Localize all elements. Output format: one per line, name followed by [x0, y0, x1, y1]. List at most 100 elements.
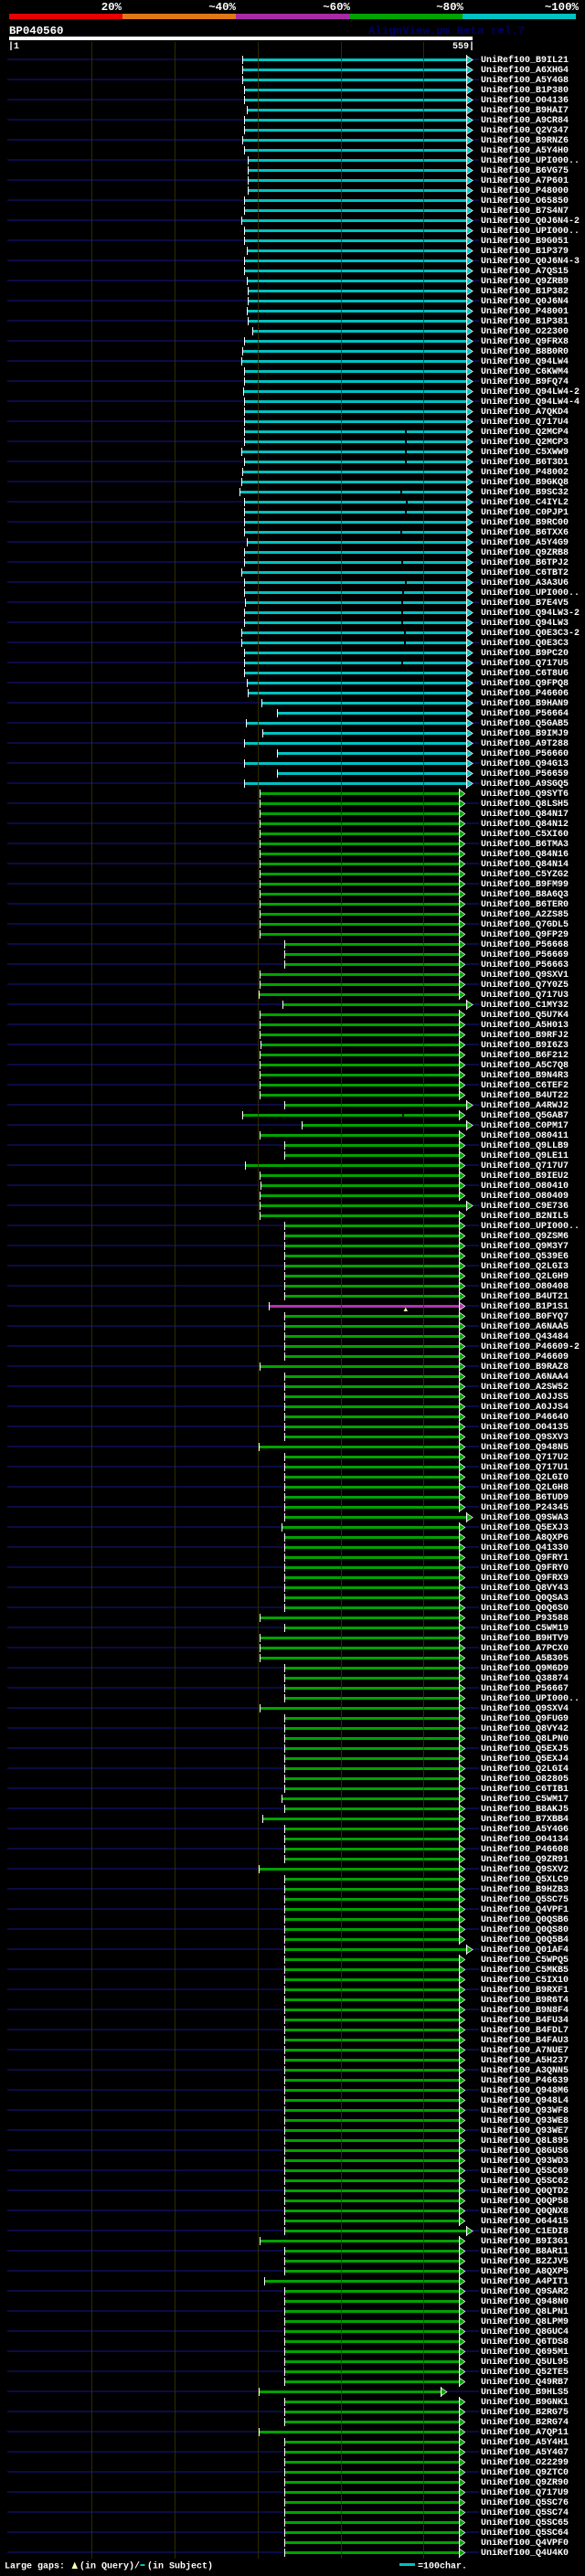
- svg-text:UniRef100_B9HLS5: UniRef100_B9HLS5: [481, 2387, 569, 2398]
- svg-text:UniRef100_C6TIB1: UniRef100_C6TIB1: [481, 1784, 569, 1795]
- svg-text:UniRef100_Q717U7: UniRef100_Q717U7: [481, 1161, 569, 1171]
- svg-text:UniRef100_Q93WD3: UniRef100_Q93WD3: [481, 2156, 569, 2167]
- svg-text:UniRef100_B7E4V5: UniRef100_B7E4V5: [481, 598, 569, 609]
- svg-text:UniRef100_Q94LW4-4: UniRef100_Q94LW4-4: [481, 397, 580, 408]
- svg-text:UniRef100_Q717U5: UniRef100_Q717U5: [481, 658, 569, 669]
- svg-text:UniRef100_B1P381: UniRef100_B1P381: [481, 316, 569, 327]
- svg-text:UniRef100_Q94G13: UniRef100_Q94G13: [481, 758, 569, 769]
- svg-text:UniRef100_B6TPJ2: UniRef100_B6TPJ2: [481, 557, 569, 568]
- svg-text:UniRef100_P48000: UniRef100_P48000: [481, 186, 569, 196]
- svg-text:UniRef100_Q9SXV4: UniRef100_Q9SXV4: [481, 1703, 569, 1714]
- svg-text:~60%: ~60%: [323, 1, 350, 14]
- svg-text:UniRef100_B9FM99: UniRef100_B9FM99: [481, 879, 569, 890]
- svg-text:UniRef100_C1EDI8: UniRef100_C1EDI8: [481, 2226, 569, 2237]
- svg-text:=100char.: =100char.: [418, 2561, 467, 2572]
- svg-text:UniRef100_B4FDL7: UniRef100_B4FDL7: [481, 2025, 569, 2036]
- svg-text:UniRef100_A9CR84: UniRef100_A9CR84: [481, 115, 569, 126]
- svg-text:UniRef100_B9RNZ6: UniRef100_B9RNZ6: [481, 135, 569, 146]
- svg-text:BP040560: BP040560: [9, 25, 64, 37]
- svg-text:UniRef100_A2SW52: UniRef100_A2SW52: [481, 1382, 569, 1393]
- svg-text:UniRef100_B2NIL5: UniRef100_B2NIL5: [481, 1211, 569, 1222]
- svg-text:UniRef100_Q01AF4: UniRef100_Q01AF4: [481, 1945, 569, 1956]
- svg-text:UniRef100_Q539E6: UniRef100_Q539E6: [481, 1251, 569, 1262]
- svg-text:UniRef100_B6VG75: UniRef100_B6VG75: [481, 165, 569, 176]
- svg-text:UniRef100_A5Y4H0: UniRef100_A5Y4H0: [481, 145, 569, 156]
- svg-text:UniRef100_B2RG74: UniRef100_B2RG74: [481, 2417, 569, 2428]
- svg-text:UniRef100_Q6TDS8: UniRef100_Q6TDS8: [481, 2337, 569, 2348]
- svg-text:UniRef100_O04135: UniRef100_O04135: [481, 1422, 569, 1433]
- svg-text:UniRef100_Q9ZRB8: UniRef100_Q9ZRB8: [481, 547, 569, 558]
- svg-text:UniRef100_Q84N14: UniRef100_Q84N14: [481, 859, 569, 870]
- svg-text:UniRef100_A7QP11: UniRef100_A7QP11: [481, 2427, 569, 2438]
- svg-text:UniRef100_C0PM17: UniRef100_C0PM17: [481, 1120, 569, 1131]
- svg-text:UniRef100_A5B305: UniRef100_A5B305: [481, 1653, 569, 1664]
- svg-text:UniRef100_Q9ZRB9: UniRef100_Q9ZRB9: [481, 276, 569, 287]
- svg-text:UniRef100_A0JJS5: UniRef100_A0JJS5: [481, 1392, 569, 1403]
- svg-text:UniRef100_Q5GAB7: UniRef100_Q5GAB7: [481, 1110, 569, 1121]
- svg-text:UniRef100_B6T3D1: UniRef100_B6T3D1: [481, 457, 569, 468]
- svg-text:UniRef100_Q8LPN1: UniRef100_Q8LPN1: [481, 2306, 569, 2317]
- svg-text:UniRef100_Q9SAR2: UniRef100_Q9SAR2: [481, 2286, 569, 2297]
- svg-text:UniRef100_Q5SC64: UniRef100_Q5SC64: [481, 2528, 569, 2539]
- svg-text:UniRef100_UPI000..: UniRef100_UPI000..: [481, 155, 580, 166]
- svg-text:UniRef100_B9SC32: UniRef100_B9SC32: [481, 487, 569, 498]
- svg-text:UniRef100_Q8GUS6: UniRef100_Q8GUS6: [481, 2146, 569, 2157]
- svg-text:UniRef100_B9I3G1: UniRef100_B9I3G1: [481, 2236, 569, 2247]
- svg-text:UniRef100_Q0E3C3: UniRef100_Q0E3C3: [481, 638, 569, 649]
- svg-text:UniRef100_P46640: UniRef100_P46640: [481, 1412, 569, 1423]
- svg-text:UniRef100_Q0J6N4-2: UniRef100_Q0J6N4-2: [481, 216, 580, 227]
- svg-text:UniRef100_B9G051: UniRef100_B9G051: [481, 236, 569, 247]
- svg-text:UniRef100_P46639: UniRef100_P46639: [481, 2075, 569, 2086]
- svg-text:UniRef100_Q4VPF1: UniRef100_Q4VPF1: [481, 1904, 569, 1915]
- svg-text:UniRef100_Q2LGI0: UniRef100_Q2LGI0: [481, 1472, 569, 1483]
- svg-text:UniRef100_Q2MCP4: UniRef100_Q2MCP4: [481, 427, 569, 438]
- svg-text:UniRef100_B9IL21: UniRef100_B9IL21: [481, 55, 569, 66]
- svg-text:UniRef100_B8AKJ5: UniRef100_B8AKJ5: [481, 1804, 569, 1815]
- svg-text:UniRef100_B6F212: UniRef100_B6F212: [481, 1050, 569, 1061]
- svg-text:UniRef100_Q5SC62: UniRef100_Q5SC62: [481, 2176, 569, 2187]
- svg-text:UniRef100_C9E736: UniRef100_C9E736: [481, 1201, 569, 1212]
- svg-text:UniRef100_C4IYL2: UniRef100_C4IYL2: [481, 497, 569, 508]
- svg-text:UniRef100_Q5XLC9: UniRef100_Q5XLC9: [481, 1874, 569, 1885]
- svg-text:UniRef100_Q8LPM9: UniRef100_Q8LPM9: [481, 2316, 569, 2327]
- svg-text:UniRef100_B6TXX6: UniRef100_B6TXX6: [481, 527, 569, 538]
- svg-text:Large gaps:: Large gaps:: [5, 2562, 65, 2572]
- svg-text:UniRef100_B9PC20: UniRef100_B9PC20: [481, 648, 569, 659]
- svg-text:UniRef100_Q5U7K4: UniRef100_Q5U7K4: [481, 1010, 569, 1021]
- svg-text:UniRef100_UPI000..: UniRef100_UPI000..: [481, 226, 580, 237]
- svg-text:UniRef100_A5Y4H1: UniRef100_A5Y4H1: [481, 2437, 569, 2448]
- svg-text:UniRef100_Q5EXJ3: UniRef100_Q5EXJ3: [481, 1522, 569, 1533]
- svg-text:UniRef100_B6TUD9: UniRef100_B6TUD9: [481, 1492, 569, 1503]
- svg-text:UniRef100_Q9SYT6: UniRef100_Q9SYT6: [481, 789, 569, 800]
- svg-text:UniRef100_A5Y4G9: UniRef100_A5Y4G9: [481, 537, 569, 548]
- svg-text:UniRef100_B6TER0: UniRef100_B6TER0: [481, 899, 569, 910]
- svg-text:UniRef100_A5H013: UniRef100_A5H013: [481, 1020, 569, 1031]
- svg-text:UniRef100_P46609: UniRef100_P46609: [481, 1352, 569, 1362]
- svg-text:UniRef100_O04134: UniRef100_O04134: [481, 1834, 569, 1845]
- svg-text:UniRef100_B4UT22: UniRef100_B4UT22: [481, 1090, 569, 1101]
- svg-text:UniRef100_Q9LLB9: UniRef100_Q9LLB9: [481, 1140, 569, 1151]
- svg-text:UniRef100_Q7GDL5: UniRef100_Q7GDL5: [481, 919, 569, 930]
- svg-text:UniRef100_A7QKD4: UniRef100_A7QKD4: [481, 407, 569, 418]
- svg-text:UniRef100_Q38874: UniRef100_Q38874: [481, 1673, 569, 1684]
- svg-text:UniRef100_A5C7Q8: UniRef100_A5C7Q8: [481, 1060, 569, 1071]
- svg-text:UniRef100_P93588: UniRef100_P93588: [481, 1613, 569, 1624]
- svg-text:UniRef100_Q9FPQ8: UniRef100_Q9FPQ8: [481, 678, 569, 689]
- svg-text:AlignView.pm Beta rel.7: AlignView.pm Beta rel.7: [368, 25, 525, 37]
- svg-text:UniRef100_Q93WF8: UniRef100_Q93WF8: [481, 2105, 569, 2116]
- svg-text:UniRef100_Q84N17: UniRef100_Q84N17: [481, 809, 569, 820]
- svg-text:UniRef100_P56659: UniRef100_P56659: [481, 769, 569, 779]
- svg-text:UniRef100_A6NAA4: UniRef100_A6NAA4: [481, 1372, 569, 1383]
- svg-text:UniRef100_B1P380: UniRef100_B1P380: [481, 85, 569, 96]
- svg-text:UniRef100_Q0Q5B4: UniRef100_Q0Q5B4: [481, 1935, 569, 1945]
- svg-text:UniRef100_Q948L4: UniRef100_Q948L4: [481, 2095, 569, 2106]
- svg-text:UniRef100_Q41330: UniRef100_Q41330: [481, 1542, 569, 1553]
- svg-text:UniRef100_Q2V347: UniRef100_Q2V347: [481, 125, 569, 136]
- svg-text:UniRef100_A5Y4G7: UniRef100_A5Y4G7: [481, 2447, 569, 2458]
- svg-text:UniRef100_B9FQ74: UniRef100_B9FQ74: [481, 376, 569, 387]
- svg-text:UniRef100_Q8LSH5: UniRef100_Q8LSH5: [481, 799, 569, 810]
- svg-text:UniRef100_Q948N5: UniRef100_Q948N5: [481, 1442, 569, 1453]
- svg-text:UniRef100_O04136: UniRef100_O04136: [481, 95, 569, 106]
- svg-text:UniRef100_P56668: UniRef100_P56668: [481, 939, 569, 950]
- svg-text:UniRef100_Q93WE7: UniRef100_Q93WE7: [481, 2125, 569, 2136]
